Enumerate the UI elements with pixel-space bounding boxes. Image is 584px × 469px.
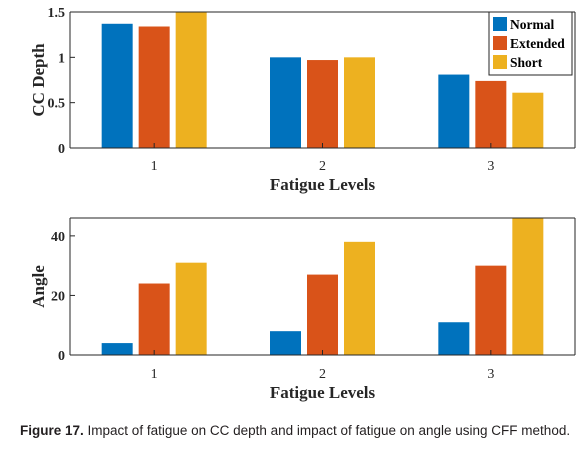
x-tick-label: 2 (319, 159, 326, 174)
x-tick-label: 2 (319, 367, 326, 382)
legend-swatch-extended (493, 36, 507, 50)
y-tick-label: 1 (58, 51, 65, 66)
bar-short-cat2 (344, 57, 375, 149)
x-axis-label: Fatigue Levels (270, 175, 376, 194)
caption-text: Impact of fatigue on CC depth and impact… (87, 423, 571, 438)
bar-series1-cat3 (438, 322, 470, 355)
bar-short-cat1 (175, 12, 207, 148)
legend-label-normal: Normal (510, 17, 554, 32)
legend: Normal Extended Short (488, 11, 573, 76)
y-tick-label: 20 (51, 289, 65, 304)
bar-short-cat3 (512, 92, 544, 148)
x-tick-label: 3 (487, 159, 494, 174)
chart-panel-1: 0 0.5 1 1.5 1 2 3 Fatigue Levels CC Depth Normal E… (29, 6, 576, 194)
x-tick-label: 1 (151, 367, 158, 382)
legend-label-extended: Extended (510, 36, 565, 51)
legend-swatch-normal (493, 17, 507, 31)
y-tick-label: 0 (58, 349, 65, 364)
y-tick-label: 0 (58, 142, 65, 157)
y-axis-label: Angle (29, 265, 48, 308)
bar-normal-cat2 (270, 57, 301, 149)
bar-series3-cat1 (175, 262, 207, 355)
bar-extended-cat1 (138, 26, 170, 148)
y-tick-label: 1.5 (48, 6, 66, 21)
figure-canvas: 0 0.5 1 1.5 1 2 3 Fatigue Levels CC Depth Normal E… (29, 6, 576, 402)
figure-caption: Figure 17. Impact of fatigue on CC depth… (20, 422, 580, 440)
bar-series2-cat2 (307, 274, 338, 355)
x-tick-label: 3 (487, 367, 494, 382)
legend-label-short: Short (510, 55, 543, 70)
bar-series2-cat1 (138, 283, 170, 355)
chart-panel-2: 0 20 40 1 2 3 Fatigue Levels Angle (29, 217, 576, 402)
bar-extended-cat3 (475, 80, 507, 148)
bar-series1-cat1 (101, 343, 133, 355)
bar-series3-cat2 (344, 241, 375, 355)
bar-series3-cat3 (512, 218, 544, 355)
y-tick-label: 0.5 (48, 97, 66, 112)
x-tick-label: 1 (151, 159, 158, 174)
bar-series2-cat3 (475, 265, 507, 355)
y-tick-label: 40 (51, 230, 65, 245)
legend-swatch-short (493, 55, 507, 69)
bar-series1-cat2 (270, 331, 301, 355)
caption-label: Figure 17. (20, 423, 84, 438)
bar-normal-cat3 (438, 74, 470, 148)
y-axis-label: CC Depth (29, 43, 48, 117)
bar-extended-cat2 (307, 60, 338, 149)
bar-normal-cat1 (101, 23, 133, 148)
x-axis-label: Fatigue Levels (270, 383, 376, 402)
